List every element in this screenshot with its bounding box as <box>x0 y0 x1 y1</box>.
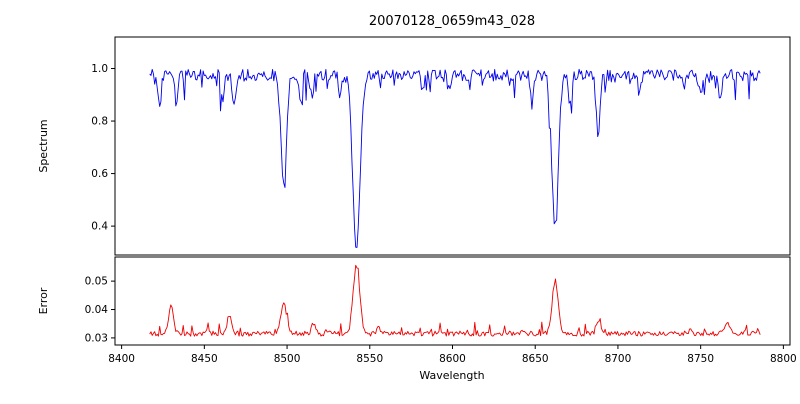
error-y-axis-label: Error <box>37 287 50 314</box>
plot-series <box>149 68 761 337</box>
spectrum-y-axis-label: Spectrum <box>37 119 50 172</box>
x-tick-label: 8750 <box>687 353 714 365</box>
axis-ticks: 8400 8450 8500 8550 8600 8650 8700 8750 8800 0.4 0… <box>85 63 797 365</box>
y-tick-label: 0.05 <box>85 276 108 288</box>
x-tick-label: 8800 <box>770 353 797 365</box>
x-tick-label: 8500 <box>274 353 301 365</box>
spectrum-line <box>149 68 761 248</box>
y-tick-label: 0.4 <box>91 221 108 233</box>
y-tick-label: 0.04 <box>85 304 109 316</box>
x-axis-label: Wavelength <box>419 369 484 382</box>
x-tick-label: 8600 <box>439 353 466 365</box>
x-tick-label: 8450 <box>191 353 218 365</box>
error-panel-border <box>114 256 791 346</box>
y-tick-label: 0.6 <box>91 168 108 180</box>
y-tick-label: 1.0 <box>91 63 108 75</box>
x-tick-label: 8550 <box>356 353 383 365</box>
x-tick-label: 8650 <box>522 353 549 365</box>
y-tick-label: 0.03 <box>85 332 108 344</box>
x-tick-label: 8700 <box>605 353 632 365</box>
chart-title: 20070128_0659m43_028 <box>369 14 535 29</box>
spectrum-panel-border <box>114 36 791 256</box>
x-tick-label: 8400 <box>108 353 135 365</box>
error-line <box>149 264 761 337</box>
y-tick-label: 0.8 <box>91 116 108 128</box>
